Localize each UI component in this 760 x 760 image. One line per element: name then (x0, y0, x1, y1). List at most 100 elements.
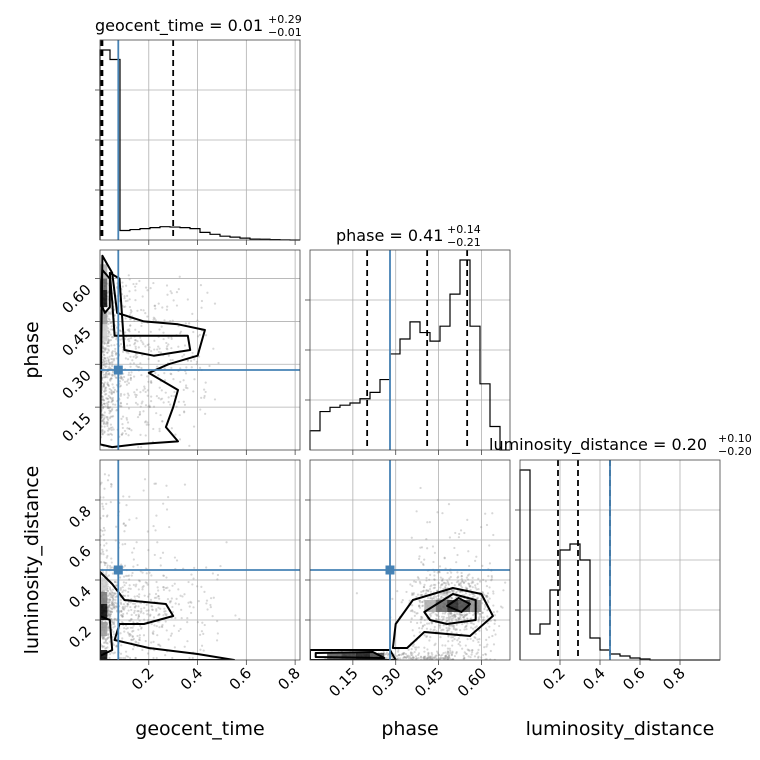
scatter-point (423, 657, 426, 660)
scatter-point (429, 636, 432, 639)
scatter-point (464, 626, 467, 629)
scatter-point (107, 384, 110, 387)
scatter-point (111, 600, 114, 603)
scatter-point (137, 595, 141, 599)
scatter-point (472, 639, 475, 642)
scatter-point (107, 625, 110, 628)
scatter-point (485, 584, 489, 588)
scatter-point (463, 657, 466, 660)
scatter-point (170, 372, 173, 376)
scatter-point (160, 325, 163, 328)
scatter-point (448, 577, 451, 580)
scatter-point (121, 586, 124, 589)
scatter-point (449, 575, 452, 579)
scatter-point (485, 594, 488, 598)
scatter-point (102, 402, 105, 405)
scatter-point (445, 590, 448, 593)
scatter-point (128, 337, 131, 340)
scatter-point (103, 341, 106, 344)
scatter-point (120, 377, 123, 380)
scatter-point (107, 345, 111, 348)
scatter-point (422, 655, 426, 659)
scatter-point (204, 412, 207, 415)
scatter-point (150, 381, 153, 384)
scatter-point (109, 564, 112, 568)
scatter-point (461, 623, 464, 626)
scatter-point (200, 644, 204, 647)
scatter-point (107, 599, 110, 602)
scatter-point (427, 656, 430, 659)
scatter-point (425, 589, 428, 592)
scatter-point (450, 581, 453, 585)
scatter-point (108, 378, 112, 381)
scatter-point (108, 373, 111, 376)
scatter-point (416, 593, 420, 596)
scatter-point (164, 586, 168, 590)
scatter-point (404, 652, 408, 656)
scatter-point (437, 594, 440, 597)
scatter-point (136, 355, 139, 358)
scatter-point (444, 644, 447, 647)
scatter-point (152, 524, 155, 528)
scatter-point (130, 310, 133, 313)
scatter-point (109, 410, 112, 413)
scatter-point (411, 592, 414, 596)
scatter-point (107, 359, 110, 362)
scatter-point (134, 356, 138, 359)
ylabel-luminosity-distance: luminosity_distance (21, 466, 43, 655)
scatter-point (478, 644, 481, 647)
scatter-point (158, 626, 161, 629)
scatter-point (428, 639, 431, 642)
scatter-point (113, 620, 116, 624)
scatter-point (192, 330, 195, 334)
scatter-point (443, 594, 446, 597)
scatter-point (108, 593, 111, 596)
scatter-point (126, 427, 129, 430)
scatter-point (139, 433, 142, 436)
scatter-point (115, 326, 118, 329)
scatter-point (473, 635, 476, 639)
scatter-point (458, 532, 461, 536)
scatter-point (128, 427, 131, 430)
scatter-point (479, 614, 482, 617)
scatter-point (144, 567, 148, 570)
scatter-point (114, 353, 118, 356)
scatter-point (476, 638, 479, 641)
scatter-point (107, 372, 110, 376)
scatter-point (430, 656, 433, 659)
scatter-point (145, 572, 148, 575)
scatter-point (429, 614, 432, 617)
scatter-point (472, 613, 475, 617)
scatter-point (464, 580, 467, 583)
scatter-point (110, 603, 113, 607)
scatter-point (115, 584, 118, 587)
scatter-point (110, 336, 114, 339)
scatter-point (473, 594, 476, 598)
scatter-point (125, 574, 128, 577)
scatter-point (111, 415, 115, 418)
scatter-point (157, 397, 160, 400)
scatter-point (121, 607, 125, 611)
scatter-point (441, 583, 444, 586)
scatter-point (139, 611, 142, 614)
scatter-point (109, 652, 112, 656)
scatter-point (106, 405, 110, 409)
scatter-point (130, 574, 133, 577)
scatter-point (459, 529, 463, 532)
scatter-point (133, 609, 136, 612)
scatter-point (457, 582, 461, 585)
scatter-point (129, 626, 132, 629)
scatter-point (184, 322, 187, 325)
scatter-point (103, 362, 106, 365)
scatter-point (456, 617, 460, 620)
scatter-point (485, 594, 489, 597)
scatter-point (119, 329, 122, 332)
scatter-point (182, 388, 185, 391)
scatter-point (189, 611, 193, 615)
scatter-point (477, 655, 480, 658)
scatter-point (109, 405, 112, 409)
scatter-point (108, 598, 112, 601)
scatter-point (110, 377, 113, 380)
scatter-point (447, 628, 450, 632)
scatter-point (420, 561, 423, 564)
